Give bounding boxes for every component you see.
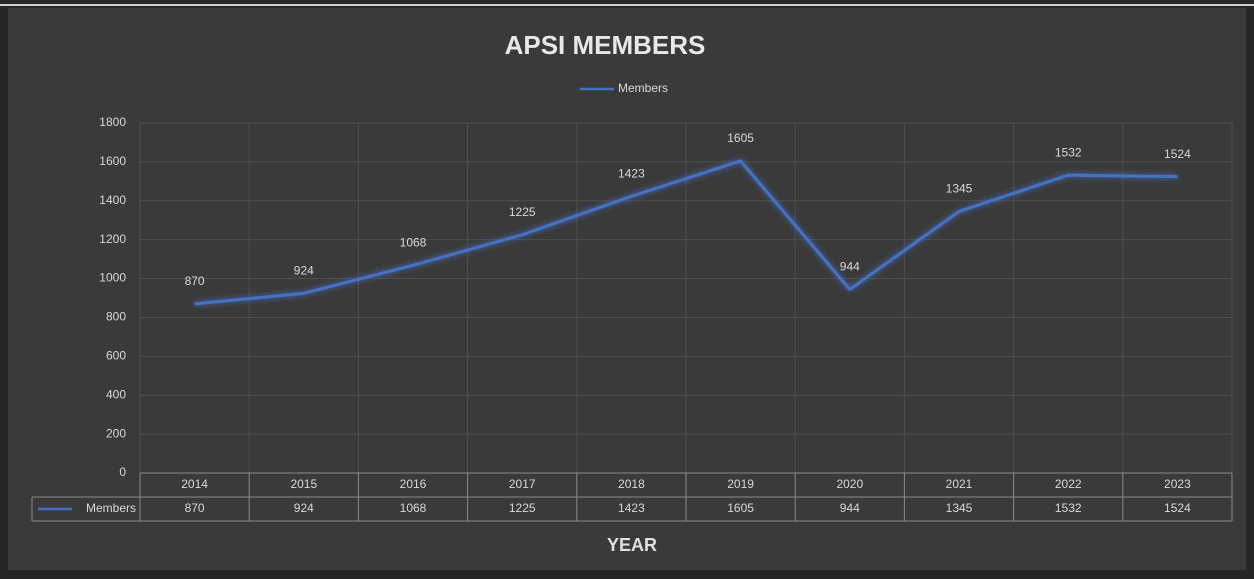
x-tick-label: 2018 [618,477,645,491]
data-label: 1225 [509,205,536,219]
data-label: 1423 [618,166,645,180]
x-tick-label: 2017 [509,477,536,491]
data-label: 1605 [727,131,754,145]
table-value: 1532 [1055,501,1082,515]
x-tick-label: 2023 [1164,477,1191,491]
y-tick-label: 400 [106,387,126,401]
table-value: 1423 [618,501,645,515]
data-label: 1524 [1164,147,1191,161]
table-series-name: Members [86,501,136,515]
chart-title: APSI MEMBERS [505,30,706,60]
table-value: 1225 [509,501,536,515]
series-line [194,159,1178,306]
x-axis-label: YEAR [607,535,657,555]
x-tick-label: 2015 [290,477,317,491]
y-tick-label: 0 [119,465,126,479]
table-value: 1068 [400,501,427,515]
table-value: 1345 [946,501,973,515]
x-tick-label: 2020 [836,477,863,491]
data-label: 924 [294,264,314,278]
y-tick-label: 1200 [99,232,126,246]
data-label: 1345 [946,182,973,196]
x-tick-label: 2022 [1055,477,1082,491]
data-label: 1068 [400,236,427,250]
y-tick-label: 800 [106,310,126,324]
y-tick-label: 200 [106,426,126,440]
table-value: 870 [185,501,205,515]
y-tick-label: 1000 [99,271,126,285]
table-value: 944 [840,501,860,515]
legend-label: Members [618,81,668,95]
chart-area [8,8,1246,570]
y-tick-label: 1400 [99,193,126,207]
y-tick-label: 1600 [99,154,126,168]
data-label: 870 [185,274,205,288]
x-tick-label: 2021 [946,477,973,491]
table-value: 1605 [727,501,754,515]
y-tick-label: 600 [106,349,126,363]
x-tick-label: 2016 [400,477,427,491]
table-value: 1524 [1164,501,1191,515]
y-tick-label: 1800 [99,115,126,129]
data-label: 1532 [1055,145,1082,159]
x-tick-label: 2019 [727,477,754,491]
data-label: 944 [840,260,860,274]
x-tick-label: 2014 [181,477,208,491]
table-value: 924 [294,501,314,515]
